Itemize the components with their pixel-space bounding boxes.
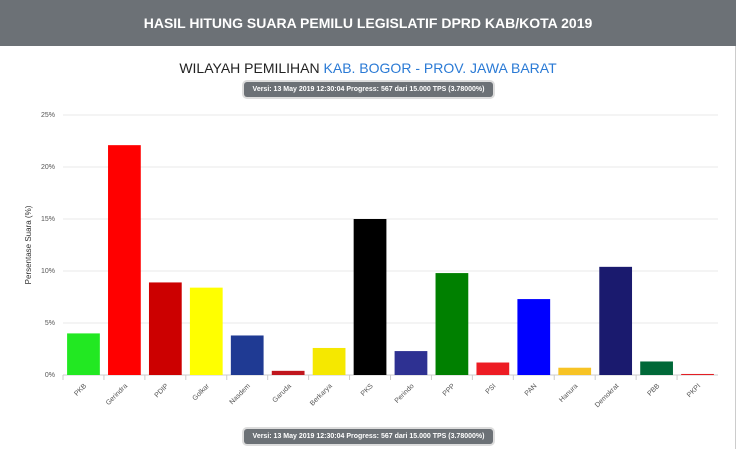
x-tick-label: Hanura	[558, 383, 579, 404]
x-tick-label: Garuda	[271, 383, 293, 405]
subtitle-prefix: WILAYAH PEMILIHAN	[179, 60, 320, 76]
x-tick-label: Nasdem	[229, 383, 253, 407]
bar	[599, 266, 633, 375]
bar	[435, 273, 469, 375]
y-tick-label: 15%	[41, 216, 55, 223]
bar	[394, 351, 428, 375]
x-tick-label: PDIP	[154, 383, 171, 400]
bar	[640, 361, 673, 375]
x-tick-label: PAN	[524, 383, 539, 398]
frame	[0, 46, 736, 449]
bar	[517, 299, 551, 375]
bar	[271, 370, 305, 375]
x-tick-label: Perindo	[394, 383, 416, 405]
bar	[558, 367, 592, 375]
y-tick-label: 10%	[41, 268, 55, 275]
bar	[681, 373, 714, 375]
bar	[230, 335, 264, 375]
y-tick-label: 5%	[45, 320, 55, 327]
x-tick-label: PPP	[442, 383, 457, 398]
version-badge: Versi: 13 May 2019 12:30:04 Progress: 56…	[244, 82, 493, 97]
x-tick-label: PBB	[646, 383, 661, 398]
x-tick-label: Berkarya	[309, 383, 334, 408]
x-tick-label: Gerindra	[105, 383, 129, 407]
version-badge: Versi: 13 May 2019 12:30:04 Progress: 56…	[244, 429, 493, 444]
x-tick-label: PKS	[360, 383, 375, 398]
x-tick-label: PKB	[73, 383, 88, 398]
bar	[353, 219, 387, 375]
bar	[67, 333, 100, 375]
x-tick-label: PKPI	[686, 383, 702, 399]
y-tick-label: 20%	[41, 164, 55, 171]
x-tick-label: PSI	[485, 383, 498, 396]
y-tick-label: 0%	[45, 372, 55, 379]
subtitle-region: KAB. BOGOR - PROV. JAWA BARAT	[323, 60, 557, 76]
header-title: HASIL HITUNG SUARA PEMILU LEGISLATIF DPR…	[0, 0, 736, 46]
bar	[476, 362, 510, 375]
x-tick-label: Demokrat	[594, 383, 620, 409]
x-tick-label: Golkar	[191, 382, 211, 402]
bar	[312, 347, 346, 375]
bar	[148, 282, 182, 375]
y-axis-label: Persentase Suara (%)	[24, 205, 33, 284]
subtitle: WILAYAH PEMILIHAN KAB. BOGOR - PROV. JAW…	[0, 60, 736, 76]
bar	[189, 287, 223, 375]
bar	[108, 145, 141, 375]
y-tick-label: 25%	[41, 112, 55, 119]
